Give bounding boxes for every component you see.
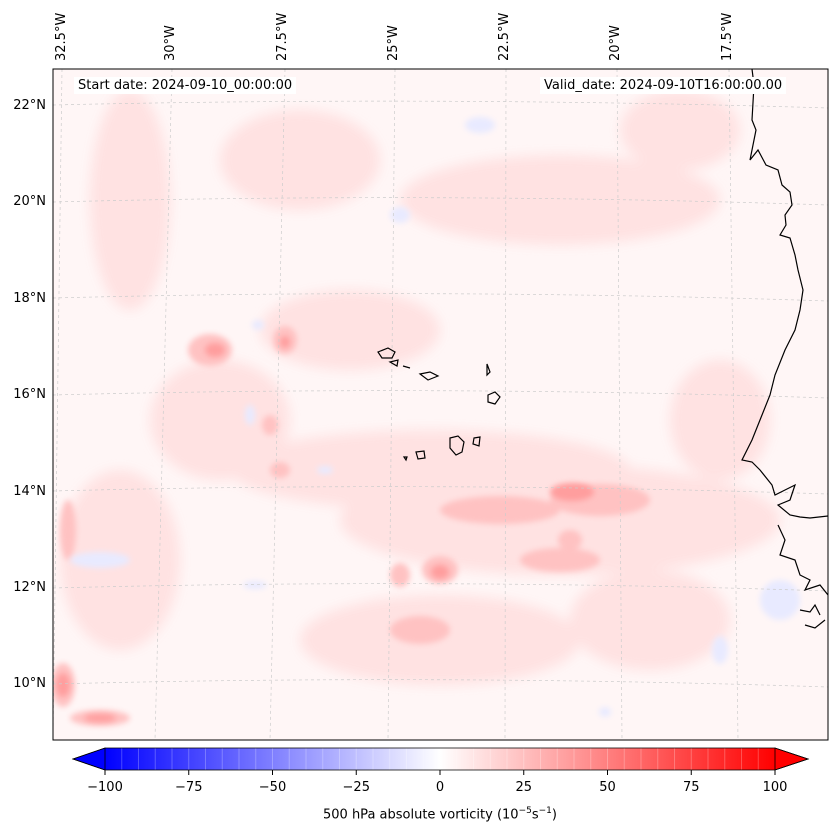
lon-label: 32.5°W [54,12,69,61]
map-frame [52,68,829,741]
colorbar-extend-high [774,747,810,771]
lat-label: 20°N [13,194,46,209]
lat-label: 12°N [13,580,46,595]
colorbar-tick-label: 75 [682,780,700,795]
lon-label: 27.5°W [275,12,290,61]
colorbar-tick-label: 50 [599,780,616,795]
colorbar-tick-label: −25 [342,780,370,795]
lon-label: 30°W [163,25,178,61]
lat-label: 22°N [13,98,46,113]
lon-label: 20°W [608,25,623,61]
lat-label: 10°N [13,676,46,691]
colorbar-tick-label: −50 [258,780,287,795]
colorbar-tick-label: 0 [435,780,445,795]
colorbar-gradient [105,748,775,770]
colorbar-tick-label: 100 [762,780,788,795]
colorbar [71,747,810,775]
lon-label: 22.5°W [497,12,512,61]
lat-label: 14°N [13,484,46,499]
africa-coastline [741,69,828,629]
colorbar-tick-label: 25 [515,780,533,795]
vorticity-field [53,69,828,740]
cape-verde-islands [377,347,501,462]
valid-date-label: Valid_date: 2024-09-10T16:00:00.00 [540,77,787,94]
lon-label: 17.5°W [720,12,735,61]
graticule [53,69,828,740]
colorbar-label: 500 hPa absolute vorticity (10−5s−1) [323,806,557,823]
lat-label: 16°N [13,387,46,402]
colorbar-tick-label: −75 [175,780,203,795]
colorbar-tick-label: −100 [87,780,123,795]
start-date-label: Start date: 2024-09-10_00:00:00 [74,77,297,94]
lon-label: 25°W [386,25,401,61]
lat-label: 18°N [13,291,46,306]
colorbar-extend-low [71,747,106,771]
